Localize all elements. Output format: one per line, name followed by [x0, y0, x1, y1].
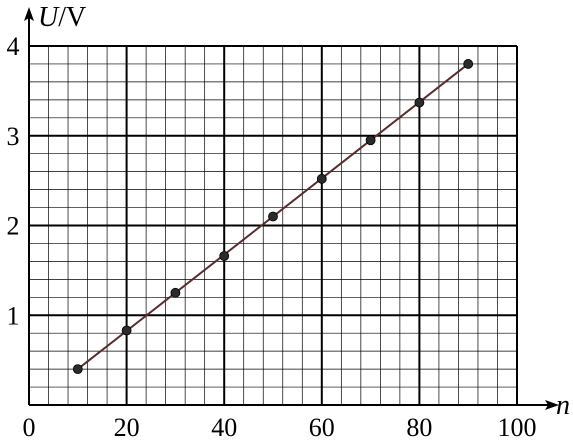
data-point [365, 135, 376, 146]
axis-labels: n U/V [38, 2, 570, 421]
data-point [463, 59, 474, 69]
y-axis-label-unit: /V [58, 2, 86, 33]
data-point [316, 173, 327, 184]
data-point [170, 287, 181, 298]
y-axis-label: U/V [38, 2, 86, 33]
axes [24, 7, 559, 410]
x-tick-label: 40 [211, 413, 237, 442]
y-axis-label-variable: U [38, 2, 60, 33]
x-tick-label: 0 [23, 413, 36, 442]
data-points [72, 59, 474, 375]
y-axis-arrow [24, 7, 34, 21]
y-tick-label: 1 [7, 301, 20, 330]
x-tick-label: 100 [498, 413, 537, 442]
x-axis-arrow [545, 400, 559, 410]
x-tick-label: 80 [406, 413, 432, 442]
y-tick-label: 2 [7, 212, 20, 241]
data-point [72, 364, 83, 375]
x-axis-label: n [556, 390, 570, 421]
data-point [219, 251, 230, 261]
data-point [268, 211, 278, 222]
data-point [414, 97, 425, 108]
y-tick-label: 4 [7, 32, 20, 61]
x-tick-label: 60 [309, 413, 335, 442]
data-point [121, 325, 132, 336]
x-tick-label: 20 [114, 413, 140, 442]
y-tick-label: 3 [7, 122, 20, 151]
tick-labels: 0 20 40 60 80 100 1 2 3 4 [7, 32, 537, 442]
